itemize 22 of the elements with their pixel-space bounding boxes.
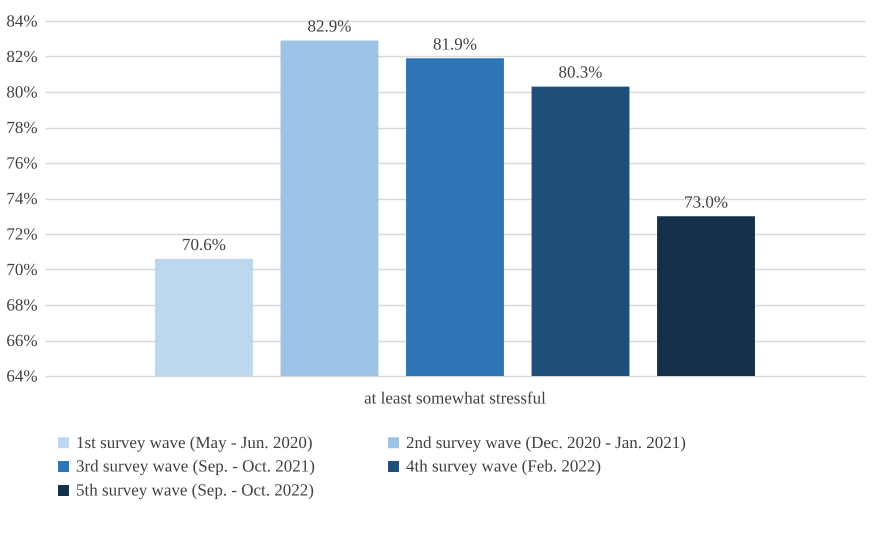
legend-label: 2nd survey wave (Dec. 2020 - Jan. 2021)	[406, 432, 686, 452]
y-tick-label: 68%	[6, 296, 38, 314]
y-tick-label: 84%	[6, 12, 38, 30]
legend-label: 5th survey wave (Sep. - Oct. 2022)	[76, 480, 314, 500]
data-label: 82.9%	[308, 16, 352, 36]
y-tick-label: 80%	[6, 82, 38, 102]
y-tick-label: 64%	[6, 366, 38, 386]
data-label: 73.0%	[684, 192, 728, 212]
data-label: 80.3%	[558, 62, 602, 82]
legend-label: 1st survey wave (May - Jun. 2020)	[76, 432, 313, 452]
y-tick-label: 76%	[6, 154, 38, 172]
x-tick-label: at least somewhat stressful	[364, 388, 546, 408]
y-tick-label: 82%	[6, 47, 38, 66]
y-tick-label: 66%	[6, 331, 38, 350]
y-tick-label: 72%	[6, 224, 38, 244]
y-tick-label: 70%	[6, 260, 38, 279]
legend-label: 3rd survey wave (Sep. - Oct. 2021)	[76, 456, 315, 476]
data-label: 81.9%	[433, 34, 477, 54]
data-label: 70.6%	[182, 234, 226, 254]
y-tick-label: 74%	[6, 189, 38, 208]
y-tick-label: 78%	[6, 118, 38, 137]
legend-label: 4th survey wave (Feb. 2022)	[406, 456, 601, 476]
